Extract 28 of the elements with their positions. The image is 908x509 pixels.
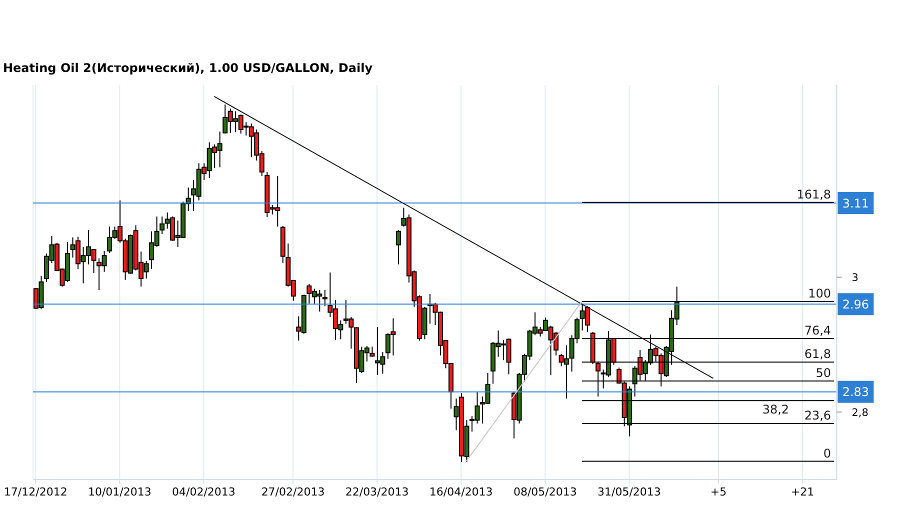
- ref-line-label: 3.11: [842, 196, 870, 210]
- candlestick: [396, 229, 401, 265]
- x-tick-label: 31/05/2013: [598, 485, 661, 498]
- x-tick-label: 08/05/2013: [513, 485, 577, 498]
- ref-line-label: 2.96: [842, 297, 870, 312]
- y-tick-label: 2,8: [852, 406, 868, 419]
- candlestick: [370, 346, 375, 358]
- series-label: 76,4: [804, 324, 832, 338]
- x-tick-label: +21: [790, 485, 814, 498]
- chart-title: Heating Oil 2(Исторический), 1.00 USD/GALLON, Daily: [3, 61, 373, 76]
- x-tick-label: 16/04/2013: [429, 485, 493, 498]
- series-label: 0: [823, 446, 832, 460]
- x-tick-label: 27/02/2013: [261, 485, 325, 498]
- series-label: 100: [808, 286, 832, 300]
- x-tick-label: 17/12/2012: [4, 485, 68, 498]
- x-tick-label: +5: [710, 485, 727, 498]
- candlestick: [322, 290, 328, 307]
- candlestick: [160, 216, 165, 235]
- series-label: 50: [816, 366, 832, 380]
- x-tick-label: 22/03/2013: [345, 485, 409, 498]
- series-label: 38,2: [762, 402, 790, 417]
- series-label: 161,8: [796, 187, 832, 202]
- ref-line-label: 2.83: [842, 385, 870, 400]
- x-tick-label: 04/02/2013: [172, 485, 236, 498]
- series-label: 61,8: [804, 347, 832, 362]
- series-label: 23,6: [804, 408, 832, 423]
- y-tick-label: 3: [852, 272, 858, 284]
- x-tick-label: 10/01/2013: [88, 485, 152, 498]
